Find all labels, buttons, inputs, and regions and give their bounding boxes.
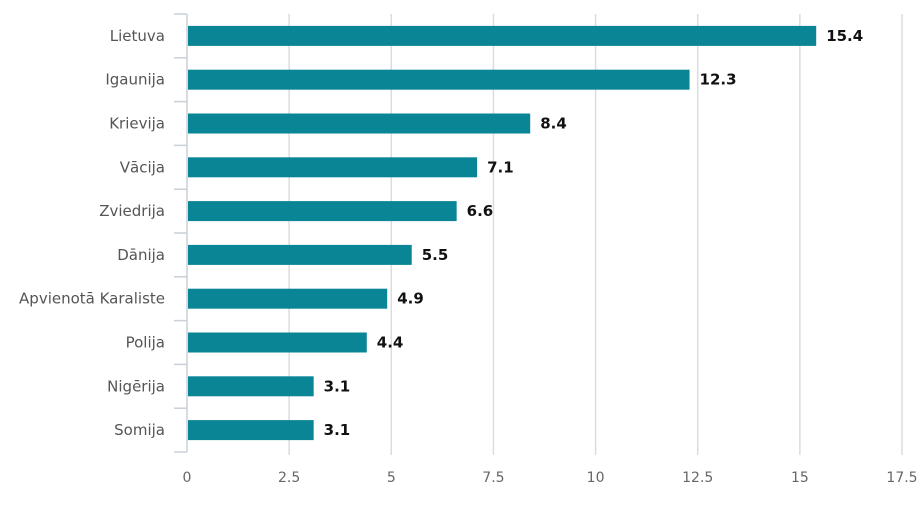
x-tick-label: 7.5: [482, 470, 504, 486]
category-label: Zviedrija: [99, 202, 165, 220]
category-label: Igaunija: [105, 71, 165, 89]
bar: [188, 157, 478, 178]
x-tick-label: 12.5: [682, 470, 713, 486]
data-label: 4.4: [377, 334, 404, 352]
bar: [188, 201, 457, 222]
data-label: 15.4: [826, 27, 863, 45]
x-tick-label: 2.5: [278, 470, 300, 486]
bar: [188, 25, 817, 46]
category-label: Lietuva: [110, 27, 165, 45]
data-label: 8.4: [540, 115, 567, 133]
category-label: Polija: [126, 334, 165, 352]
data-label: 6.6: [467, 202, 494, 220]
data-label: 7.1: [487, 158, 514, 176]
x-tick-label: 10: [587, 470, 605, 486]
bar: [188, 69, 690, 90]
x-tick-label: 17.5: [886, 470, 917, 486]
data-label: 3.1: [324, 377, 351, 395]
data-label: 12.3: [700, 71, 737, 89]
bar: [188, 332, 367, 353]
data-label: 5.5: [422, 246, 449, 264]
category-label: Vācija: [120, 158, 165, 176]
x-tick-label: 15: [791, 470, 809, 486]
bar: [188, 420, 314, 441]
bar: [188, 376, 314, 397]
bar: [188, 244, 412, 265]
bar: [188, 288, 388, 309]
data-label: 4.9: [397, 290, 424, 308]
category-label: Somija: [114, 421, 165, 439]
category-label: Dānija: [117, 246, 165, 264]
x-tick-label: 0: [183, 470, 192, 486]
data-label: 3.1: [324, 421, 351, 439]
category-label: Krievija: [109, 115, 165, 133]
category-label: Nigērija: [107, 377, 165, 395]
bar: [188, 113, 531, 134]
category-label: Apvienotā Karaliste: [19, 290, 165, 308]
x-tick-label: 5: [387, 470, 396, 486]
